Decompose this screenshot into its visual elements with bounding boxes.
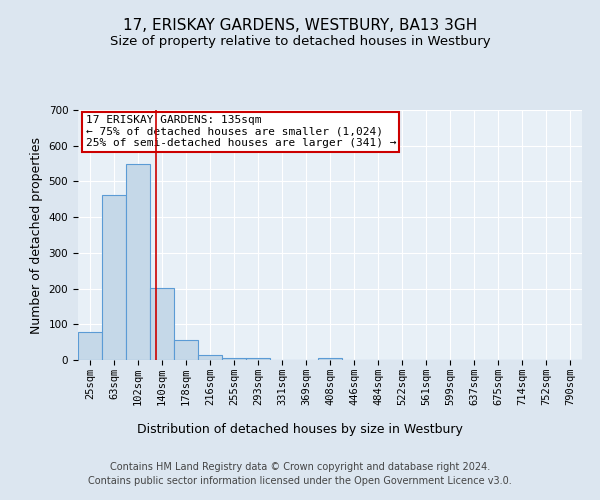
Bar <box>246 358 270 360</box>
Text: Contains public sector information licensed under the Open Government Licence v3: Contains public sector information licen… <box>88 476 512 486</box>
Bar <box>198 354 222 360</box>
Bar <box>150 288 174 360</box>
Bar <box>126 164 150 360</box>
Bar <box>102 194 126 360</box>
Text: Contains HM Land Registry data © Crown copyright and database right 2024.: Contains HM Land Registry data © Crown c… <box>110 462 490 472</box>
Text: 17 ERISKAY GARDENS: 135sqm
← 75% of detached houses are smaller (1,024)
25% of s: 17 ERISKAY GARDENS: 135sqm ← 75% of deta… <box>86 115 396 148</box>
Bar <box>174 340 198 360</box>
Text: 17, ERISKAY GARDENS, WESTBURY, BA13 3GH: 17, ERISKAY GARDENS, WESTBURY, BA13 3GH <box>123 18 477 32</box>
Y-axis label: Number of detached properties: Number of detached properties <box>30 136 43 334</box>
Text: Distribution of detached houses by size in Westbury: Distribution of detached houses by size … <box>137 422 463 436</box>
Bar <box>222 358 246 360</box>
Text: Size of property relative to detached houses in Westbury: Size of property relative to detached ho… <box>110 35 490 48</box>
Bar <box>318 358 342 360</box>
Bar <box>78 332 102 360</box>
